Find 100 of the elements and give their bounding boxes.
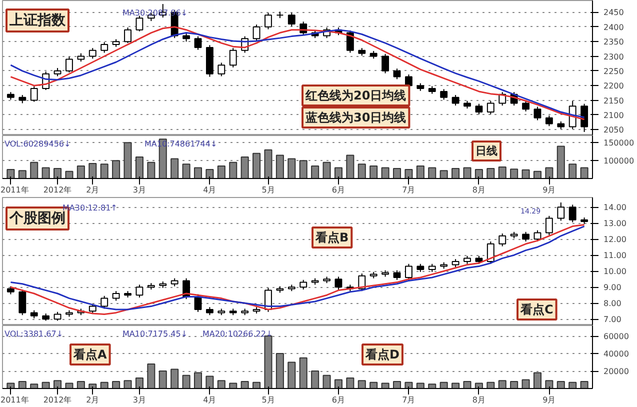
y-tick-label: 13.00: [604, 219, 626, 228]
y-tick-label: 9.00: [604, 283, 622, 292]
y-tick-label: 14.00: [604, 203, 626, 212]
x-tick-label: 2月: [86, 396, 100, 404]
candlestick: [124, 27, 132, 44]
candlestick: [300, 279, 308, 290]
bar: [88, 384, 97, 388]
candlestick: [557, 202, 565, 222]
candlestick: [580, 103, 588, 132]
y-tick-label: 8.00: [604, 299, 622, 308]
y-tick-label: 20000: [604, 367, 629, 376]
candlestick: [18, 289, 26, 316]
y-tick-label: 10.00: [604, 267, 626, 276]
annotation: 看点D: [364, 348, 400, 362]
bar: [580, 381, 588, 388]
annotation: VOL:3381.67↓: [4, 330, 64, 338]
bar: [463, 381, 472, 388]
annotation: VOL:60289456↓: [4, 140, 71, 148]
bar: [556, 381, 565, 388]
bar: [170, 368, 179, 388]
x-tick-label: 9月: [542, 396, 556, 404]
x-tick-label: 2012年: [43, 396, 72, 404]
candlestick: [264, 12, 272, 30]
candlestick: [66, 56, 73, 73]
annotation: 个股图例: [8, 210, 66, 226]
bar: [100, 382, 108, 388]
x-tick-label: 6月: [332, 396, 346, 404]
x-tick-label: 3月: [132, 186, 146, 194]
x-tick-label: 6月: [332, 186, 346, 194]
x-tick-label: 9月: [542, 186, 556, 194]
y-tick-label: 2450: [604, 8, 624, 18]
candlestick: [522, 100, 530, 112]
candlestick: [393, 270, 401, 280]
bar: [510, 381, 518, 388]
candlestick: [136, 284, 144, 298]
candlestick: [440, 88, 448, 100]
bar: [440, 382, 448, 388]
candlestick: [545, 115, 553, 127]
x-tick-label: 2月: [86, 186, 100, 194]
bar: [358, 380, 366, 388]
x-tick-label: 5月: [262, 396, 275, 404]
bar: [135, 378, 144, 388]
candlestick: [229, 48, 237, 68]
y-tick-label: 2150: [604, 96, 624, 106]
annotation: 看点A: [72, 348, 108, 362]
candlestick: [534, 106, 542, 121]
candlestick: [218, 62, 226, 77]
candlestick: [382, 53, 390, 74]
candlestick: [545, 215, 553, 236]
y-tick-label: 60000: [604, 332, 629, 341]
x-tick-label: 3月: [132, 396, 146, 404]
annotation: 上证指数: [8, 12, 66, 28]
candlestick: [404, 263, 412, 280]
y-tick-label: 7.00: [604, 315, 622, 324]
annotation: MA20:10266.22↓: [202, 330, 273, 338]
x-tick-label: 8月: [472, 396, 486, 404]
bar: [568, 382, 577, 388]
y-tick-label: 2200: [604, 82, 624, 91]
annotation: 蓝色线为30日均线: [304, 110, 406, 124]
bar: [545, 380, 554, 388]
x-tick-label: 2011年: [0, 396, 29, 404]
candlestick: [486, 241, 494, 264]
bar: [392, 381, 402, 388]
x-tick-label: 2012年: [43, 186, 72, 194]
bar: [54, 380, 62, 388]
x-tick-label: 7月: [402, 396, 416, 404]
y-tick-label: 11.00: [604, 251, 626, 260]
candlestick: [486, 100, 494, 115]
annotation: MA10:7175.45↓: [122, 330, 188, 338]
bar: [217, 380, 226, 388]
annotation: 红色线为20日均线: [304, 88, 406, 102]
annotation: 日线: [476, 144, 498, 158]
x-tick-label: 8月: [472, 186, 486, 194]
bar: [42, 382, 50, 388]
y-tick-label: 40000: [604, 350, 629, 358]
bar: [428, 384, 436, 388]
x-tick-label: 7月: [402, 186, 416, 194]
candlestick: [393, 68, 401, 80]
bar: [334, 379, 342, 388]
y-tick-label: 12.00: [604, 235, 626, 244]
bar: [182, 374, 190, 388]
annotation: 看点B: [314, 230, 349, 244]
bar: [370, 382, 378, 388]
y-tick-label: 2300: [604, 52, 624, 62]
bar: [522, 379, 530, 388]
x-tick-label: 4月: [203, 186, 216, 194]
y-tick-label: 2400: [604, 22, 624, 32]
bar: [112, 381, 120, 388]
bar: [124, 380, 132, 388]
bar: [498, 380, 506, 388]
candlestick: [252, 24, 260, 42]
bar: [486, 382, 495, 388]
candlestick: [475, 103, 483, 115]
candlestick: [194, 36, 202, 50]
candlestick: [498, 233, 506, 247]
bar: [206, 376, 214, 388]
y-tick-label: 150000: [604, 138, 634, 148]
y-tick-label: 2050: [604, 126, 624, 135]
candlestick: [112, 290, 120, 302]
candlestick: [568, 204, 576, 223]
